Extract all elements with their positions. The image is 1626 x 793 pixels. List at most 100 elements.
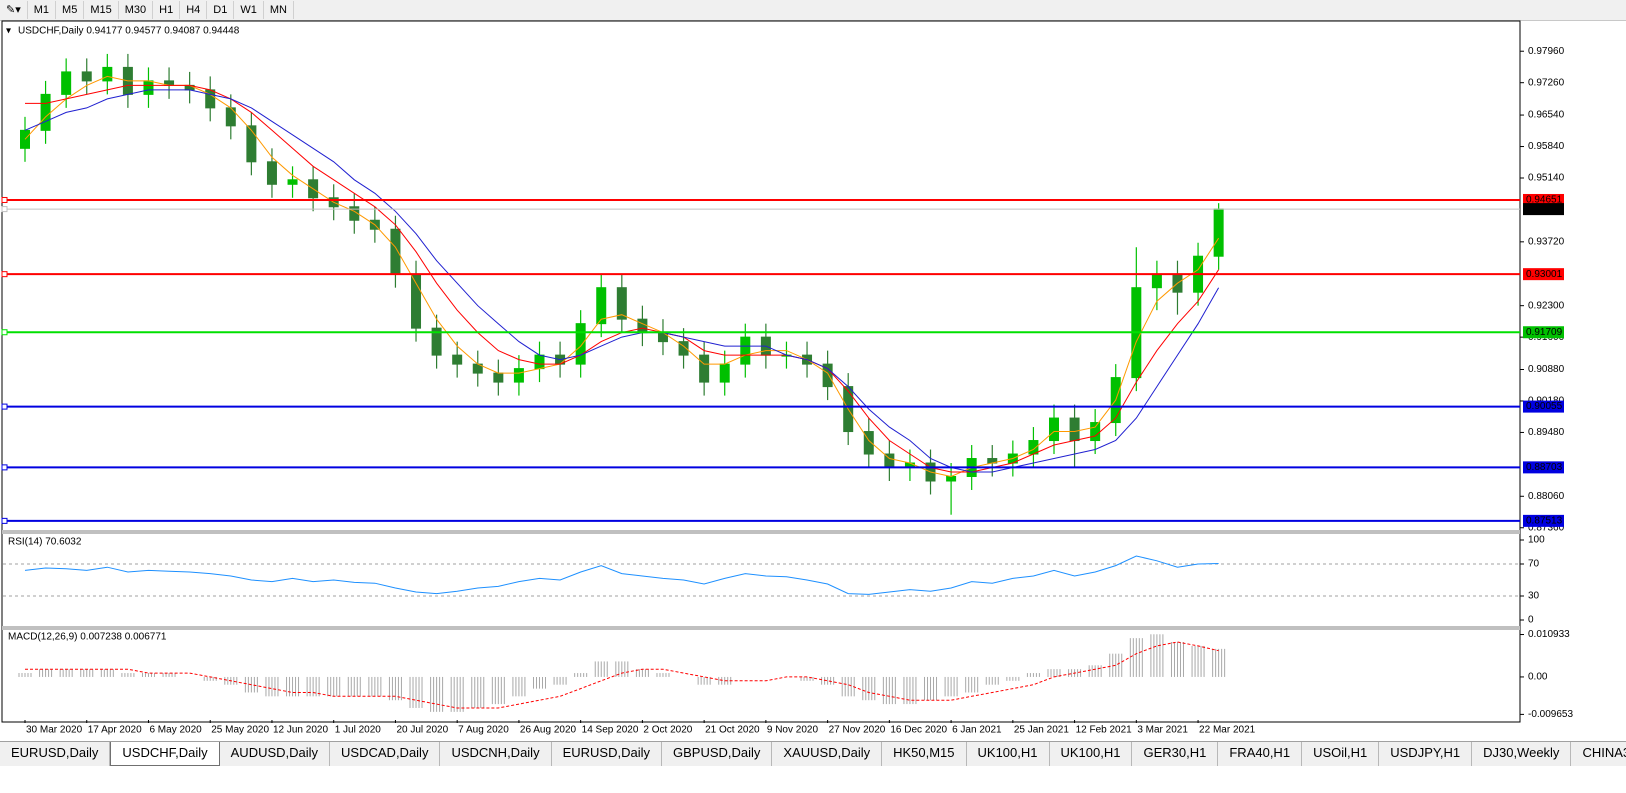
price-label-box [1523,203,1564,216]
x-tick-label: 1 Jul 2020 [335,725,382,736]
candle-body [349,206,360,221]
symbol-tab[interactable]: EURUSD,Daily [0,742,111,766]
candle-body [246,125,257,163]
candle-body [616,287,627,320]
timeframe-button[interactable]: M5 [56,1,85,19]
symbol-tab[interactable]: CHINA300,H1 [1571,742,1626,766]
title-arrow: ▾ [6,26,11,37]
timeframe-button[interactable]: M30 [119,1,154,19]
candle-body [719,363,730,383]
y-tick-label: 0.93720 [1528,236,1565,247]
symbol-tab[interactable]: USDCAD,Daily [330,742,441,766]
candle-body [452,354,463,365]
candle-body [266,161,277,185]
rsi-line [24,555,1219,595]
candle-body [1151,273,1162,289]
candle-body [81,71,92,82]
candle-body [493,372,504,383]
candle-body [678,341,689,356]
x-tick-label: 12 Feb 2021 [1076,725,1133,736]
symbol-tab[interactable]: UK100,H1 [967,742,1050,766]
price-label-box [1523,326,1564,339]
price-label: 0.90055 [1526,401,1563,412]
price-label: 0.94651 [1526,195,1563,206]
candle-body [513,368,524,383]
candle-body [1069,417,1080,442]
candle-body [575,323,586,365]
symbol-tab[interactable]: GBPUSD,Daily [662,742,773,766]
y-tick-label: 100 [1528,535,1545,546]
candle-body [699,354,710,383]
x-tick-label: 6 May 2020 [149,725,202,736]
timeframe-button[interactable]: H1 [153,1,181,19]
price-label: 0.91709 [1526,327,1563,338]
symbol-tab[interactable]: UK100,H1 [1050,742,1133,766]
chart-title: USDCHF,Daily 0.94177 0.94577 0.94087 0.9… [18,26,240,37]
symbol-tab[interactable]: EURUSD,Daily [552,742,662,766]
x-tick-label: 12 Jun 2020 [273,725,328,736]
candle-body [534,354,545,370]
symbol-tabs: EURUSD,Daily USDCHF,Daily AUDUSD,Daily USDC… [0,741,1626,766]
level-handle [1,329,8,336]
rsi-title: RSI(14) 70.6032 [8,537,82,548]
x-tick-label: 2 Oct 2020 [643,725,692,736]
x-tick-label: 7 Aug 2020 [458,725,509,736]
candle-body [287,179,298,185]
level-handle [1,403,8,410]
candle-body [61,71,72,95]
y-tick-label: 0.00 [1528,672,1548,683]
symbol-tab[interactable]: XAUUSD,Daily [772,742,883,766]
timeframe-button[interactable]: D1 [207,1,235,19]
y-tick-label: 0.87360 [1528,522,1565,533]
symbol-tab[interactable]: USDCHF,Daily [110,742,220,766]
symbol-tab[interactable]: AUDUSD,Daily [220,742,331,766]
candle-body [657,332,668,343]
price-label: 0.93001 [1526,269,1563,280]
candle-body [637,318,648,334]
candle-body [822,363,833,388]
candle-body [1213,208,1224,257]
symbol-tab[interactable]: USDJPY,H1 [1379,742,1473,766]
y-tick-label: 0.89480 [1528,427,1565,438]
candle-body [143,80,154,95]
moving-average [24,89,1220,473]
y-tick-label: 0 [1528,615,1534,626]
candle-body [102,66,113,82]
symbol-tab[interactable]: DJ30,Weekly [1472,742,1572,766]
x-tick-label: 27 Nov 2020 [829,725,886,736]
x-tick-label: 9 Nov 2020 [767,725,819,736]
toolbar-icon[interactable]: ✎▾ [0,1,28,19]
x-tick-label: 20 Jul 2020 [396,725,448,736]
candle-body [40,93,51,131]
symbol-tab[interactable]: HK50,M15 [882,742,967,766]
x-tick-label: 16 Dec 2020 [890,725,947,736]
price-label: 0.87513 [1526,516,1563,527]
timeframe-button[interactable]: H4 [180,1,208,19]
candle-body [225,107,236,127]
symbol-tab[interactable]: USDCNH,Daily [440,742,552,766]
chart-window: USDCHF,Daily 0.94177 0.94577 0.94087 0.9… [1,20,1573,736]
timeframe-button[interactable]: M15 [84,1,119,19]
timeframe-button[interactable]: M1 [28,1,57,19]
timeframe-button[interactable]: MN [264,1,294,19]
price-label-box [1523,400,1564,413]
symbol-tab[interactable]: USOil,H1 [1302,742,1380,766]
level-handle [1,517,8,524]
y-tick-label: 0.010933 [1528,629,1570,640]
candle-body [740,336,751,365]
y-tick-label: 0.88060 [1528,491,1565,502]
macd-signal [25,641,1219,709]
price-label-box [1523,461,1564,474]
x-tick-label: 26 Aug 2020 [520,725,577,736]
y-tick-label: 30 [1528,591,1540,602]
timeframe-button[interactable]: W1 [234,1,264,19]
price-label-box [1523,268,1564,281]
macd-title: MACD(12,26,9) 0.007238 0.006771 [8,632,167,643]
price-label-box [1523,193,1564,206]
level-handle [1,196,8,203]
x-tick-label: 25 May 2020 [211,725,269,736]
x-tick-label: 6 Jan 2021 [952,725,1002,736]
candle-body [20,129,30,149]
symbol-tab[interactable]: FRA40,H1 [1218,742,1303,766]
symbol-tab[interactable]: GER30,H1 [1132,742,1219,766]
